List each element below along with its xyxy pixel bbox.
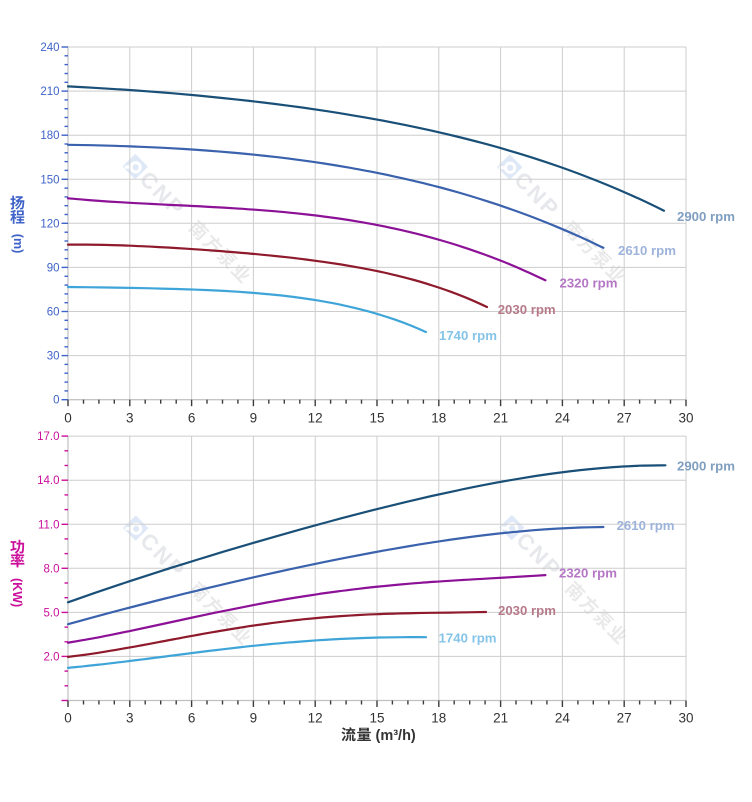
svg-text:14.0: 14.0: [37, 475, 59, 487]
svg-text:90: 90: [47, 262, 60, 274]
svg-text:27: 27: [617, 711, 632, 726]
svg-text:2900 rpm: 2900 rpm: [677, 458, 735, 473]
svg-text:2030 rpm: 2030 rpm: [498, 302, 556, 317]
svg-text:210: 210: [40, 86, 59, 98]
svg-text:18: 18: [431, 711, 446, 726]
svg-text:0: 0: [64, 711, 72, 726]
svg-text:(m): (m): [11, 234, 25, 253]
svg-text:24: 24: [555, 411, 571, 426]
svg-text:60: 60: [47, 307, 60, 319]
svg-text:3: 3: [126, 711, 134, 726]
svg-text:150: 150: [40, 174, 59, 186]
svg-text:15: 15: [369, 711, 384, 726]
svg-text:2610 rpm: 2610 rpm: [618, 243, 676, 258]
svg-text:9: 9: [250, 411, 258, 426]
svg-text:2320 rpm: 2320 rpm: [560, 275, 618, 290]
svg-text:(m³/h): (m³/h): [376, 728, 416, 744]
svg-text:2320 rpm: 2320 rpm: [559, 566, 617, 581]
svg-text:12: 12: [308, 711, 323, 726]
svg-text:8.0: 8.0: [44, 563, 60, 575]
svg-text:27: 27: [617, 411, 632, 426]
svg-text:(KW): (KW): [10, 578, 24, 607]
svg-text:9: 9: [250, 711, 258, 726]
svg-text:21: 21: [493, 411, 508, 426]
svg-text:240: 240: [40, 42, 59, 54]
svg-text:12: 12: [308, 411, 323, 426]
svg-text:17.0: 17.0: [37, 431, 59, 443]
svg-text:1740 rpm: 1740 rpm: [439, 630, 497, 645]
svg-text:2610 rpm: 2610 rpm: [617, 518, 675, 533]
svg-text:24: 24: [555, 711, 571, 726]
svg-text:180: 180: [40, 130, 59, 142]
svg-text:18: 18: [431, 411, 446, 426]
svg-text:30: 30: [678, 711, 693, 726]
svg-text:30: 30: [47, 351, 60, 363]
svg-text:6: 6: [188, 411, 196, 426]
svg-text:5.0: 5.0: [44, 607, 60, 619]
svg-text:2.0: 2.0: [44, 651, 60, 663]
svg-text:3: 3: [126, 411, 134, 426]
svg-text:15: 15: [369, 411, 384, 426]
svg-text:120: 120: [40, 218, 59, 230]
svg-text:0: 0: [53, 395, 59, 407]
svg-text:30: 30: [678, 411, 693, 426]
svg-text:1740 rpm: 1740 rpm: [439, 328, 497, 343]
svg-text:21: 21: [493, 711, 508, 726]
svg-text:2030 rpm: 2030 rpm: [498, 603, 556, 618]
svg-text:11.0: 11.0: [38, 519, 60, 531]
svg-text:0: 0: [64, 411, 72, 426]
svg-text:2900 rpm: 2900 rpm: [677, 209, 735, 224]
svg-text:6: 6: [188, 711, 196, 726]
